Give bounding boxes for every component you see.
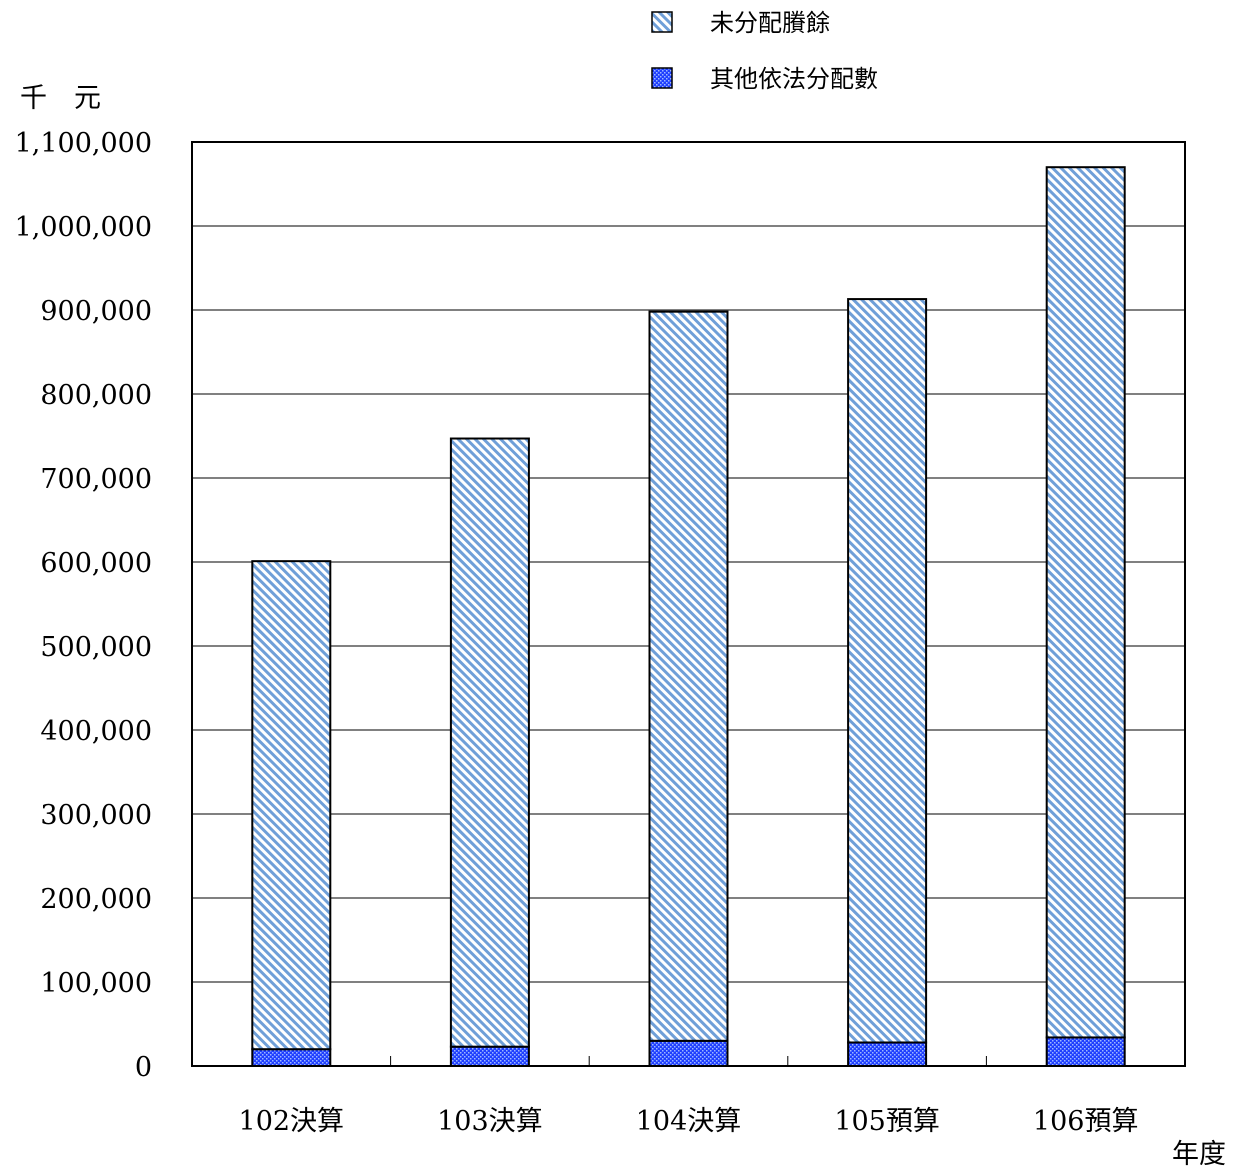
plot-frame [191,141,1186,1067]
bar-segment [1045,1036,1126,1067]
x-category-label: 102決算 [239,1106,345,1137]
y-tick-label: 100,000 [40,968,152,999]
y-tick-label: 600,000 [40,548,152,579]
y-tick-label: 0 [135,1052,152,1083]
x-axis-label: 年度 [1172,1139,1226,1169]
y-tick-label: 300,000 [40,800,152,831]
y-tick-label: 400,000 [40,716,152,747]
x-category-label: 103決算 [437,1106,543,1137]
legend-swatch [651,11,673,33]
legend-label: 未分配賸餘 [710,9,830,37]
y-tick-label: 1,100,000 [15,128,152,159]
legend-swatch [651,67,673,89]
x-category-label: 106預算 [1033,1106,1139,1137]
bar-segment [449,1045,530,1068]
bar-segment [251,560,332,1051]
bar-segment [847,298,928,1044]
y-axis-unit-label: 千 元 [20,83,101,114]
y-tick-label: 1,000,000 [15,212,152,243]
bar-segment [1045,166,1126,1039]
x-axis-categories: 102決算 103決算 104決算 105預算 106預算 [239,1056,1139,1137]
bar-segment [449,437,530,1048]
y-tick-label: 200,000 [40,884,152,915]
y-tick-label: 700,000 [40,464,152,495]
bar-segment [648,1039,729,1068]
legend-label: 其他依法分配數 [710,65,878,93]
bar-segment [847,1041,928,1067]
bar-segment [648,310,729,1042]
y-axis-ticks: 0 100,000 200,000 300,000 400,000 500,000 600,… [15,128,152,1083]
y-tick-label: 500,000 [40,632,152,663]
x-category-label: 105預算 [834,1106,940,1137]
bar-segment [251,1048,332,1067]
bars [251,166,1126,1068]
y-tick-label: 800,000 [40,380,152,411]
y-tick-label: 900,000 [40,296,152,327]
x-category-label: 104決算 [636,1106,742,1137]
